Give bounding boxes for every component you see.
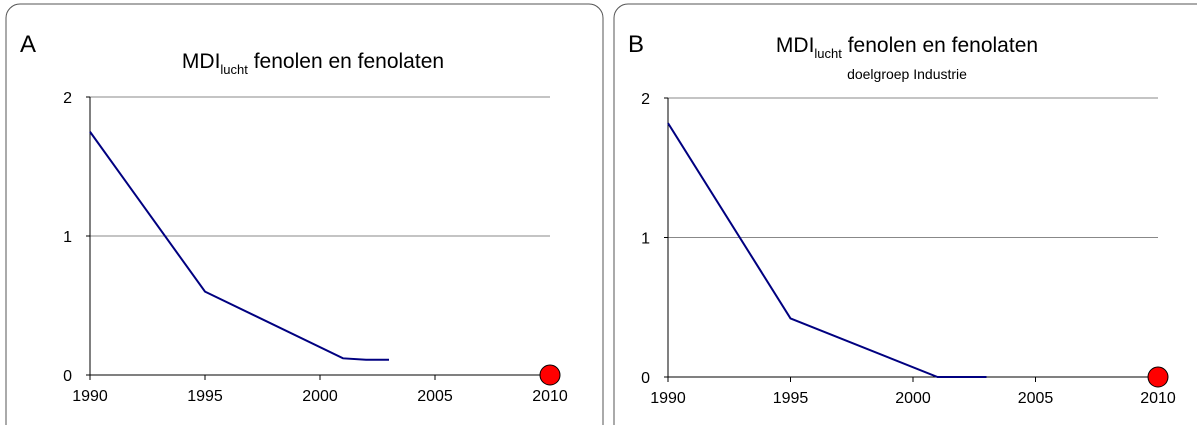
x-tick-label: 2010: [532, 388, 568, 405]
x-tick-label: 1995: [773, 390, 809, 407]
title-main: MDI: [182, 50, 221, 73]
title-main: MDI: [776, 34, 815, 57]
title-rest: fenolen en fenolaten: [842, 34, 1038, 57]
x-tick-label: 1995: [187, 388, 223, 405]
title-subscript: lucht: [814, 46, 842, 61]
x-tick-label: 2010: [1140, 390, 1176, 407]
title-subscript: lucht: [220, 62, 248, 77]
chart-title: MDIlucht fenolen en fenolaten: [182, 50, 444, 77]
y-tick-label: 1: [63, 229, 72, 246]
y-tick-label: 2: [63, 90, 72, 107]
title-rest: fenolen en fenolaten: [248, 50, 444, 73]
panel-frame: [613, 3, 1197, 425]
chart-subtitle: doelgroep Industrie: [847, 66, 967, 82]
chart-title: MDIlucht fenolen en fenolaten: [776, 34, 1038, 61]
x-tick-label: 2000: [895, 390, 931, 407]
y-tick-label: 0: [641, 370, 650, 387]
x-tick-label: 2000: [302, 388, 338, 405]
line-series: [89, 131, 389, 361]
y-tick-label: 2: [641, 91, 650, 108]
x-tick-label: 1990: [650, 390, 686, 407]
target-point: [1147, 366, 1169, 388]
panel-frame: [5, 3, 604, 425]
y-tick-label: 0: [63, 368, 72, 385]
panel-label: B: [628, 31, 644, 58]
x-tick-label: 2005: [417, 388, 453, 405]
y-tick-label: 1: [641, 231, 650, 248]
line-series: [667, 122, 987, 378]
panel-label: A: [20, 31, 36, 58]
x-tick-label: 1990: [72, 388, 108, 405]
target-point: [539, 364, 561, 386]
x-tick-label: 2005: [1018, 390, 1054, 407]
